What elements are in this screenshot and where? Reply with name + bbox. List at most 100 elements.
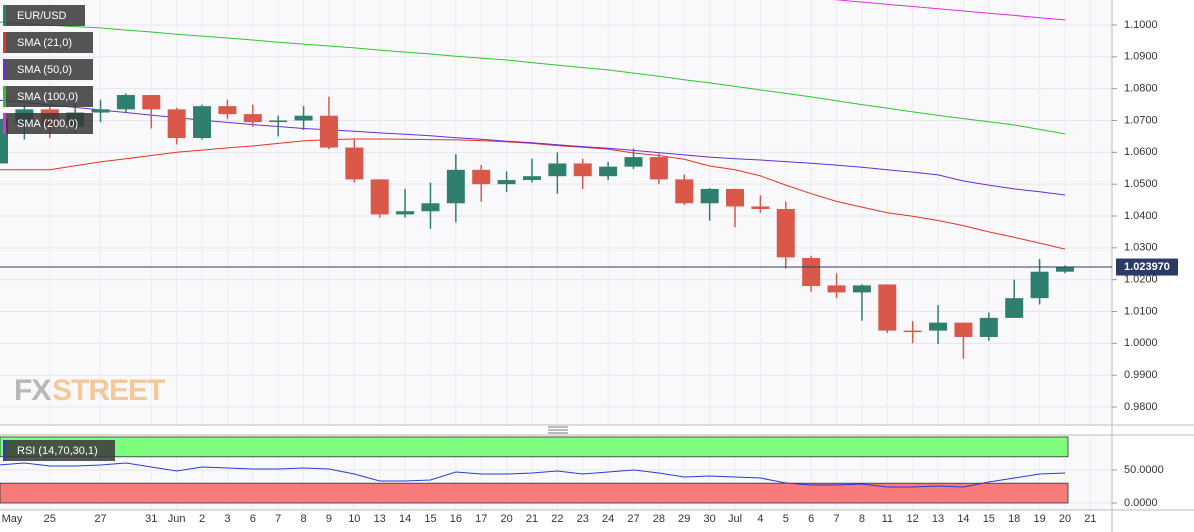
candle-body [903, 330, 922, 333]
candle-body [1055, 266, 1074, 272]
candle-body [167, 109, 186, 139]
x-tick-label: 13 [374, 513, 386, 525]
line [0, 462, 1066, 488]
candle-body [294, 115, 313, 121]
rsi-bands [0, 436, 1069, 504]
candle-body [649, 157, 668, 180]
candle-body [421, 203, 440, 212]
y-tick-label: 1.0900 [1124, 51, 1158, 63]
legend-box [3, 32, 93, 53]
x-tick-label: 12 [907, 513, 919, 525]
candle-body [599, 166, 618, 177]
watermark-fx: FX [14, 374, 51, 407]
legend-box [3, 86, 93, 107]
y-tick-label: 1.0100 [1124, 305, 1158, 317]
candle-body [776, 208, 795, 258]
legend-swatch [3, 113, 6, 134]
y-tick-label: 1.0300 [1124, 242, 1158, 254]
x-tick-label: May [2, 513, 23, 525]
candle-body [751, 206, 770, 209]
watermark: FX STREET [14, 374, 166, 407]
legend-box [3, 113, 93, 134]
candle-body [802, 258, 821, 287]
candle-body [726, 188, 745, 207]
x-tick-label: 14 [399, 513, 411, 525]
candle-body [1030, 271, 1049, 299]
legend-box [3, 59, 93, 80]
y-tick-label: 1.0000 [1124, 337, 1158, 349]
candle-body [878, 284, 897, 331]
x-tick-label: 23 [577, 513, 589, 525]
rsi-lines [0, 462, 1066, 488]
x-tick-label: 14 [957, 513, 969, 525]
candle-body [1005, 298, 1024, 318]
legend-label: EUR/USD [17, 10, 67, 22]
candle-body [700, 188, 719, 204]
legend-swatch [3, 59, 6, 80]
line [0, 21, 1066, 135]
legend-swatch [3, 5, 6, 26]
rsi-band [0, 482, 1069, 504]
x-tick-label: Jul [728, 513, 742, 525]
candle-body [396, 211, 415, 215]
x-tick-label: 24 [602, 513, 614, 525]
x-tick-label: 20 [500, 513, 512, 525]
legend-swatch [3, 32, 6, 53]
candle-body [319, 115, 338, 148]
x-tick-label: 16 [450, 513, 462, 525]
x-tick-label: 15 [424, 513, 436, 525]
x-tick-label: 22 [551, 513, 563, 525]
candle-body [675, 179, 694, 204]
x-tick-label: 29 [678, 513, 690, 525]
x-tick-label: 5 [783, 513, 789, 525]
candle-body [0, 118, 8, 164]
x-tick-label: 4 [757, 513, 763, 525]
grid [0, 0, 1112, 510]
legend-label: RSI (14,70,30,1) [17, 445, 98, 457]
y-tick-label: 1.0700 [1124, 114, 1158, 126]
legend-box [3, 5, 85, 26]
legend-label: SMA (50,0) [17, 64, 72, 76]
candle-body [827, 285, 846, 293]
y-tick-label: 1.0400 [1124, 210, 1158, 222]
axes: 0.9800 0.9900 1.0000 1.0100 1.0200 1.0300 1.04… [2, 19, 1178, 525]
watermark-street: STREET [52, 374, 165, 407]
x-tick-label: 6 [250, 513, 256, 525]
legend-label: SMA (200,0) [17, 118, 78, 130]
y-tick-label: 1.0800 [1124, 83, 1158, 95]
x-tick-label: Jun [168, 513, 186, 525]
y-tick-label: 0.9900 [1124, 369, 1158, 381]
candle-body [954, 322, 973, 337]
candle-body [370, 179, 389, 215]
y-tick-label: 0.0000 [1124, 497, 1158, 509]
candles [0, 93, 1074, 359]
x-tick-label: 19 [1033, 513, 1045, 525]
x-tick-label: 31 [145, 513, 157, 525]
candle-body [929, 322, 948, 331]
plot-background [0, 0, 1112, 425]
x-tick-label: 6 [808, 513, 814, 525]
y-tick-label: 1.0200 [1124, 274, 1158, 286]
last-price-tag [1116, 258, 1178, 276]
x-tick-label: 2 [199, 513, 205, 525]
x-tick-label: 30 [704, 513, 716, 525]
legend-label: SMA (100,0) [17, 91, 78, 103]
legend: EUR/USD SMA (21,0) SMA (50,0) SMA (100,0) SM… [3, 5, 115, 461]
x-tick-label: 21 [526, 513, 538, 525]
resize-handle[interactable] [548, 426, 568, 434]
candle-body [243, 114, 262, 123]
x-tick-label: 10 [348, 513, 360, 525]
x-tick-label: 15 [983, 513, 995, 525]
candle-body [624, 157, 643, 167]
x-tick-label: 9 [326, 513, 332, 525]
x-tick-label: 8 [300, 513, 306, 525]
x-tick-label: 28 [653, 513, 665, 525]
x-tick-label: 18 [1008, 513, 1020, 525]
line [0, 138, 1066, 250]
x-tick-label: 7 [275, 513, 281, 525]
candle-body [193, 106, 212, 139]
candle-body [269, 120, 288, 123]
rsi-band [0, 436, 1069, 458]
candle-body [345, 147, 364, 180]
